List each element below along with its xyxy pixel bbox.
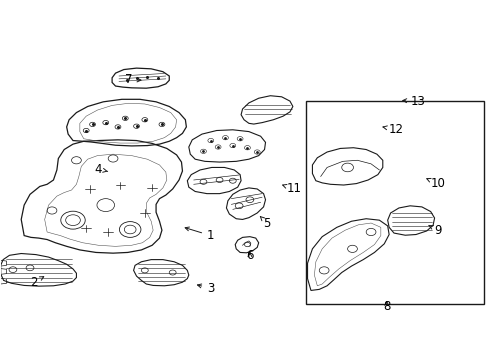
Text: 4: 4: [95, 163, 108, 176]
Bar: [306, 101, 485, 304]
Text: 11: 11: [283, 183, 301, 195]
Text: 13: 13: [403, 95, 426, 108]
Text: 1: 1: [185, 227, 215, 242]
Text: 3: 3: [197, 282, 215, 295]
Text: 2: 2: [30, 276, 44, 289]
Text: 8: 8: [383, 300, 391, 313]
Text: 6: 6: [246, 249, 254, 262]
Text: 10: 10: [427, 177, 445, 190]
Text: 9: 9: [429, 224, 442, 237]
Text: 5: 5: [260, 216, 270, 230]
Text: 7: 7: [125, 73, 141, 86]
Text: 12: 12: [383, 123, 404, 136]
